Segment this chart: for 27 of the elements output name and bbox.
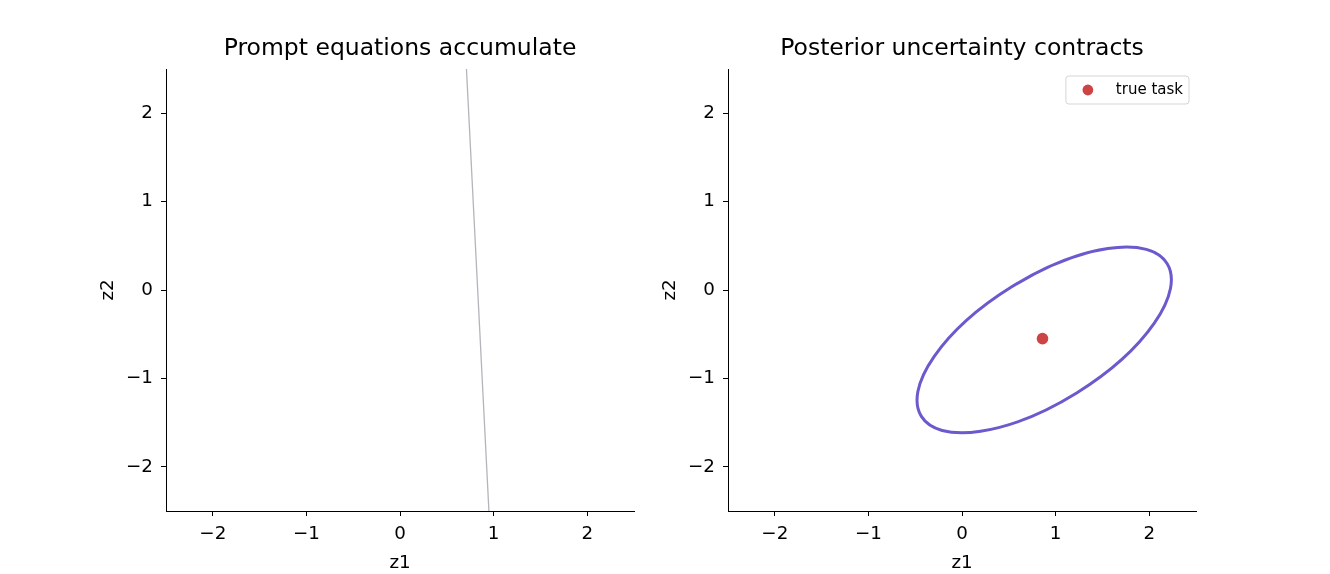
- x-tick-label: −1: [854, 521, 882, 543]
- y-tick-label: −1: [126, 366, 153, 388]
- x-axis-title: z1: [389, 550, 411, 572]
- x-tick-label: −2: [761, 521, 789, 543]
- y-tick-label: 0: [703, 277, 715, 299]
- chart-title: Prompt equations accumulate: [223, 33, 577, 62]
- x-tick-label: 1: [487, 521, 500, 543]
- y-tick-label: 2: [141, 100, 153, 122]
- x-tick-label: 0: [394, 521, 406, 543]
- legend-label: true task: [1115, 79, 1184, 98]
- chart-title: Posterior uncertainty contracts: [780, 33, 1144, 62]
- y-tick-label: −2: [126, 454, 153, 476]
- y-axis-title: z2: [657, 279, 679, 301]
- y-tick-label: −2: [688, 454, 715, 476]
- y-tick-label: 0: [141, 277, 153, 299]
- x-tick-label: 0: [956, 521, 968, 543]
- x-tick-label: −1: [292, 521, 320, 543]
- y-tick-label: 2: [703, 100, 715, 122]
- y-tick-label: 1: [703, 189, 715, 211]
- y-tick-label: −1: [688, 366, 715, 388]
- x-tick-label: 2: [1143, 521, 1156, 543]
- x-tick-label: −2: [199, 521, 227, 543]
- y-axis-title: z2: [95, 279, 117, 301]
- y-tick-label: 1: [141, 189, 153, 211]
- x-axis-title: z1: [951, 550, 973, 572]
- x-tick-label: 2: [581, 521, 594, 543]
- x-tick-label: 1: [1049, 521, 1062, 543]
